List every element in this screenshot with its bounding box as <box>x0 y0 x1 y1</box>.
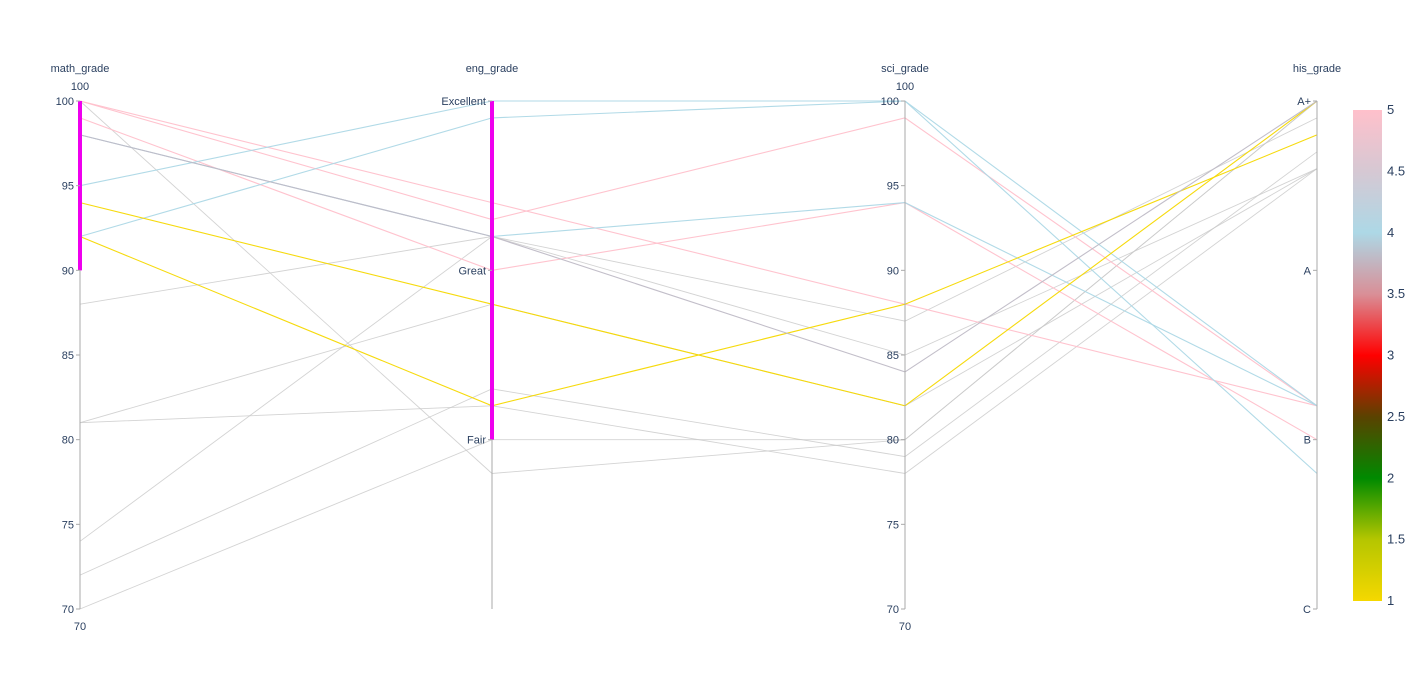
data-line-8 <box>79 134 1318 407</box>
axis-title[interactable]: sci_grade <box>881 63 929 75</box>
axis-range-top-label: 100 <box>896 81 914 93</box>
tick-label: C <box>1303 604 1311 616</box>
axis-range-bottom-label: 70 <box>74 621 86 633</box>
data-line-13 <box>79 168 1318 474</box>
axis-title[interactable]: math_grade <box>51 63 110 75</box>
colorbar-tick-label: 2.5 <box>1387 409 1405 424</box>
tick-label: A+ <box>1297 96 1311 108</box>
data-line-1 <box>79 100 1318 407</box>
tick-label: 100 <box>56 96 74 108</box>
tick-label: 70 <box>62 604 74 616</box>
tick-label: A <box>1304 265 1312 277</box>
tick-label: 75 <box>887 519 899 531</box>
axis-eng_grade[interactable]: eng_grade Fair Great Excellent <box>441 63 518 609</box>
data-line-15 <box>79 151 1318 576</box>
colorbar-tick-label: 3.5 <box>1387 286 1405 301</box>
tick-label: Great <box>458 265 486 277</box>
data-lines <box>79 100 1318 610</box>
tick-label: 95 <box>62 181 74 193</box>
colorbar-tick-label: 3 <box>1387 348 1394 363</box>
tick-label: Excellent <box>441 96 486 108</box>
tick-label: 70 <box>887 604 899 616</box>
axis-range-bottom-label: 70 <box>899 621 911 633</box>
tick-label: 100 <box>881 96 899 108</box>
colorbar-tick-label: 1 <box>1387 593 1394 608</box>
data-line-6 <box>79 100 1318 474</box>
tick-label: 80 <box>887 435 899 447</box>
colorbar-tick-label: 4 <box>1387 225 1394 240</box>
axes: math_grade10070707580859095100eng_gradeF… <box>51 63 1342 633</box>
colorbar: 1 1.5 2 2.5 3 3.5 4 4.5 5 <box>1353 102 1405 608</box>
data-line-10 <box>79 100 1318 373</box>
colorbar-tick-label: 5 <box>1387 102 1394 117</box>
colorbar-gradient <box>1353 110 1382 601</box>
colorbar-tick-label: 1.5 <box>1387 532 1405 547</box>
tick-label: Fair <box>467 435 486 447</box>
data-line-9 <box>79 100 1318 474</box>
axis-range-top-label: 100 <box>71 81 89 93</box>
colorbar-tick-label: 2 <box>1387 470 1394 485</box>
tick-label: 90 <box>887 265 899 277</box>
data-line-4 <box>79 134 1318 407</box>
tick-label: 90 <box>62 265 74 277</box>
tick-label: 75 <box>62 519 74 531</box>
axis-title[interactable]: eng_grade <box>466 63 519 75</box>
data-line-2 <box>79 117 1318 441</box>
tick-label: B <box>1304 435 1311 447</box>
tick-label: 85 <box>62 350 74 362</box>
colorbar-tick-label: 4.5 <box>1387 163 1405 178</box>
axis-his_grade[interactable]: his_grade C B A A+ <box>1293 63 1341 616</box>
tick-label: 80 <box>62 435 74 447</box>
axis-title[interactable]: his_grade <box>1293 63 1341 75</box>
data-line-16 <box>79 100 1318 610</box>
data-line-3 <box>79 100 1318 407</box>
tick-label: 95 <box>887 181 899 193</box>
tick-label: 85 <box>887 350 899 362</box>
